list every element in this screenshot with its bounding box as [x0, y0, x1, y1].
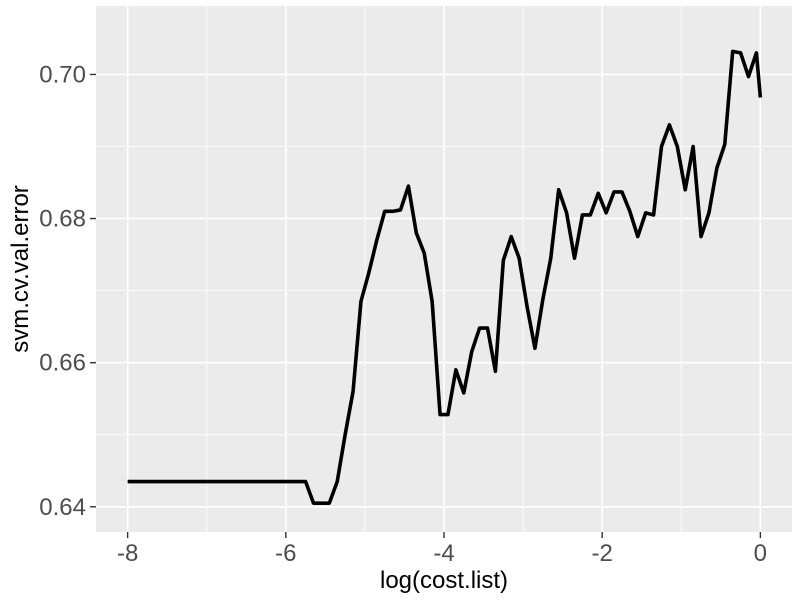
- series-line: [127, 49, 763, 505]
- x-tick-label: -2: [592, 540, 613, 567]
- x-tick-label: -8: [117, 540, 138, 567]
- x-axis-tick-labels: -8 -6 -4 -2 0: [117, 540, 767, 567]
- y-axis-tick-labels: 0.64 0.66 0.68 0.70: [39, 61, 86, 520]
- x-axis-ticks: [126, 532, 762, 538]
- y-tick-label: 0.66: [39, 350, 86, 377]
- y-axis-ticks: [90, 73, 96, 508]
- major-gridlines: [96, 6, 792, 532]
- x-tick-label: 0: [754, 540, 767, 567]
- y-tick-label: 0.70: [39, 61, 86, 88]
- x-axis-title: log(cost.list): [380, 567, 508, 594]
- x-tick-label: -4: [433, 540, 454, 567]
- y-axis-title: svm.cv.val.error: [7, 185, 34, 353]
- y-tick-label: 0.68: [39, 206, 86, 233]
- x-tick-label: -6: [275, 540, 296, 567]
- y-tick-label: 0.64: [39, 494, 86, 521]
